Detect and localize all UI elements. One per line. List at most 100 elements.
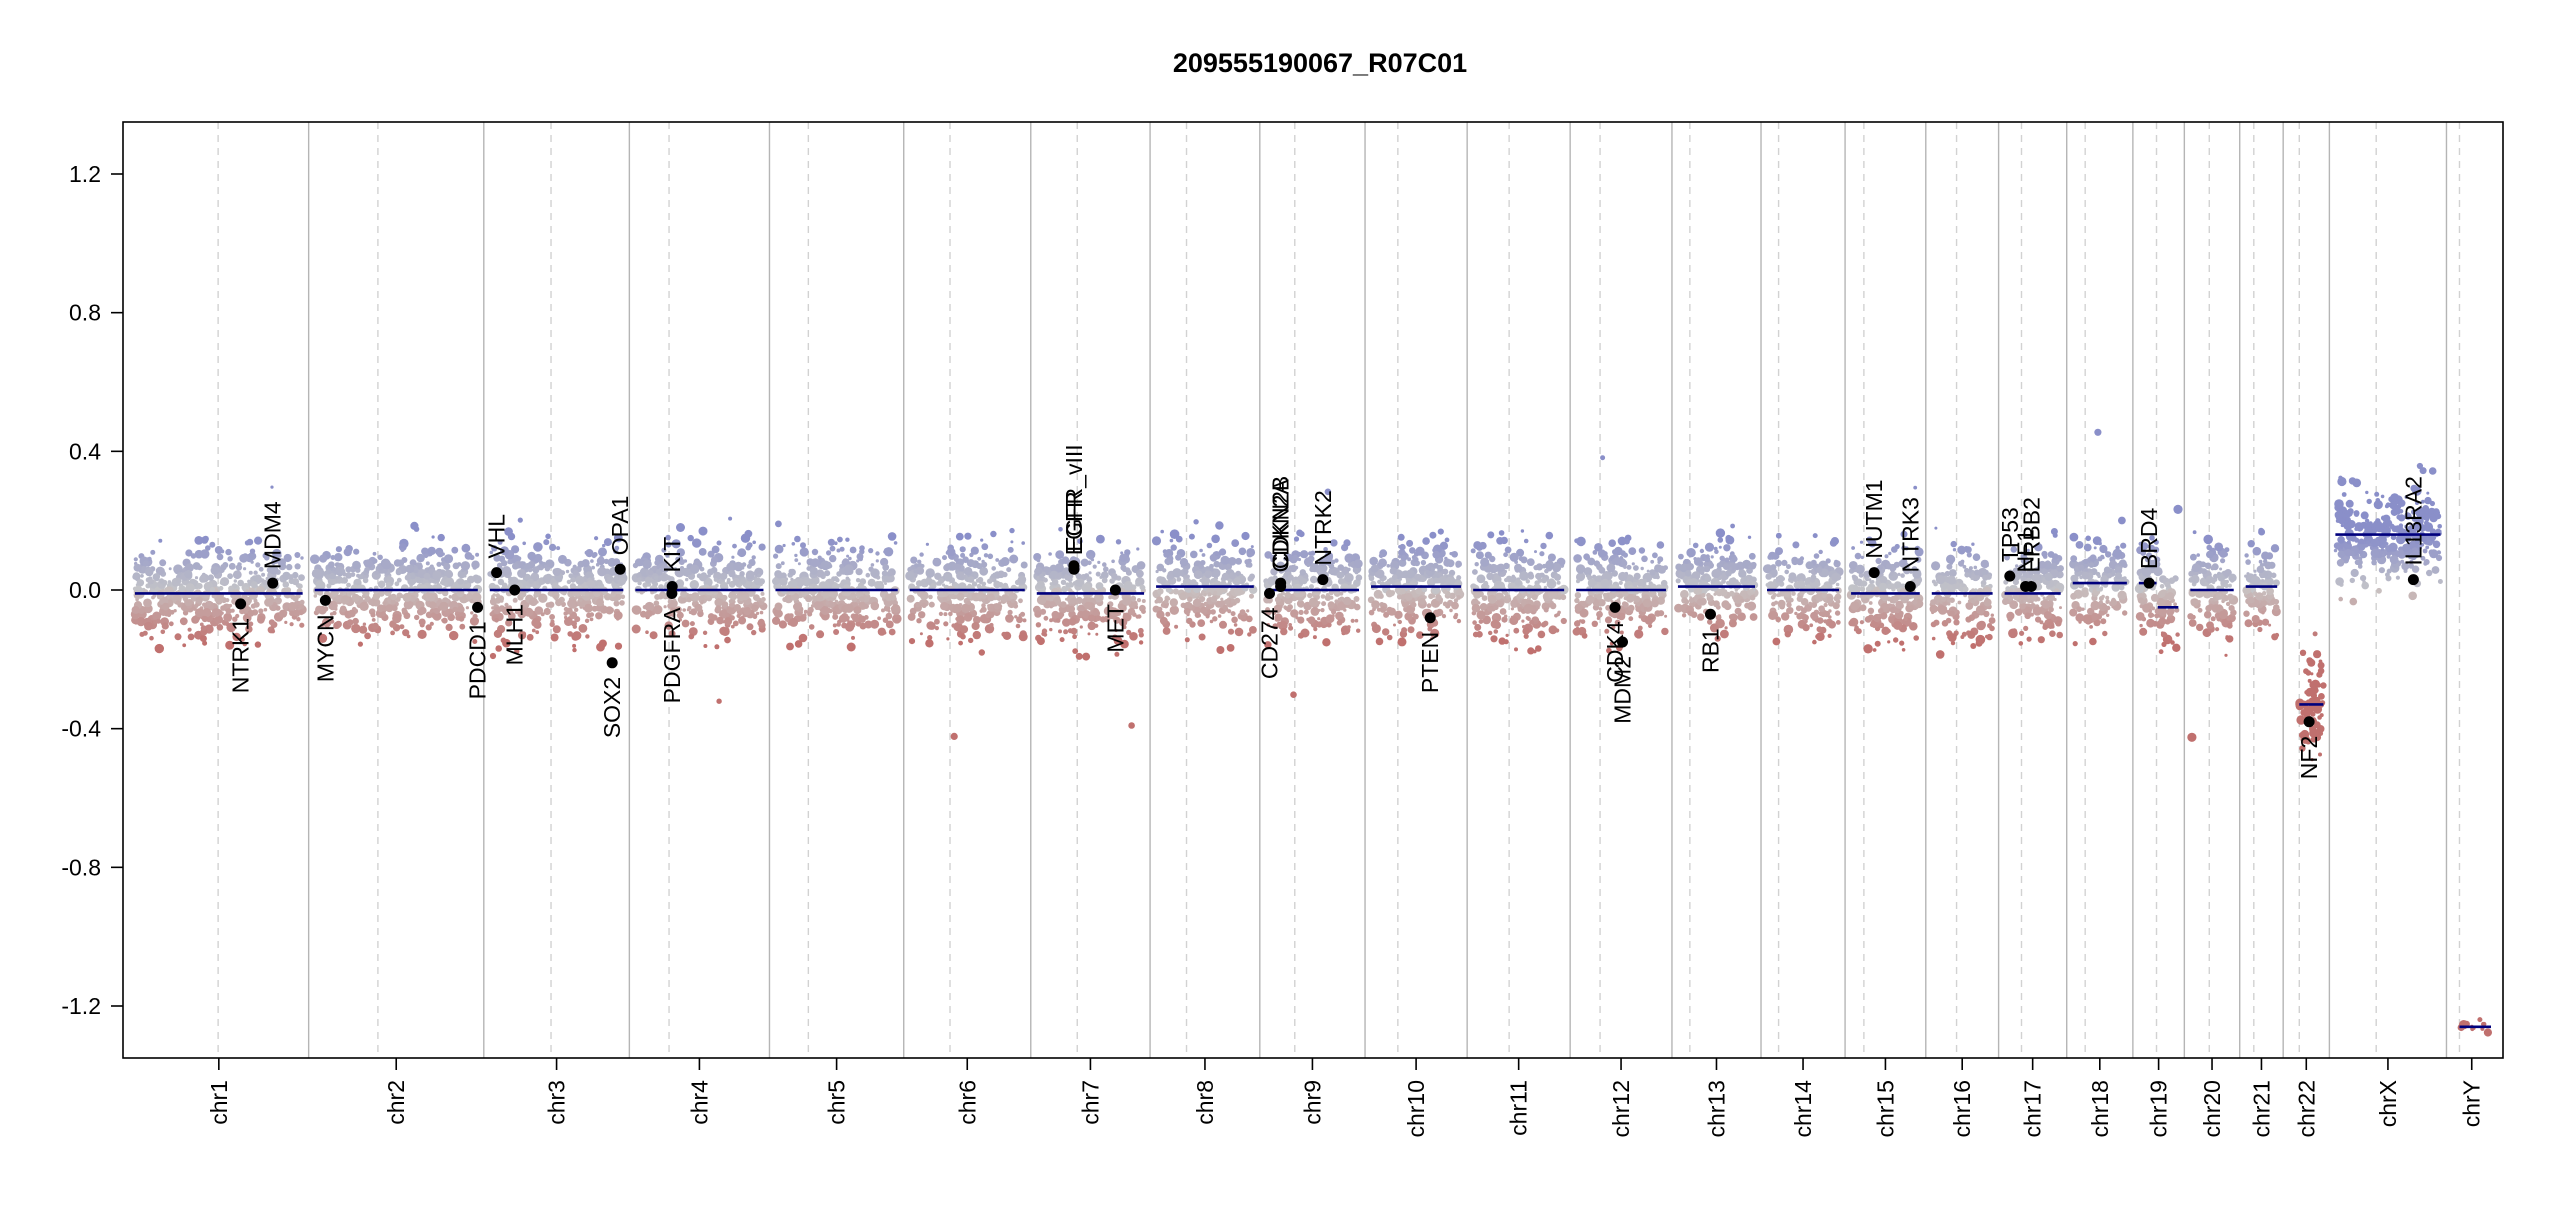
probe-point [1408, 626, 1415, 633]
probe-point [585, 619, 589, 623]
probe-point [530, 601, 534, 605]
probe-point [343, 592, 346, 595]
probe-point [747, 564, 752, 569]
probe-point [524, 563, 530, 569]
probe-point [1422, 537, 1430, 545]
probe-point [133, 572, 141, 580]
probe-point [1425, 564, 1431, 570]
probe-point [168, 580, 171, 583]
probe-point [372, 618, 376, 622]
probe-point [1231, 617, 1238, 624]
probe-point [352, 594, 360, 602]
probe-point [1638, 626, 1643, 631]
probe-point [1308, 616, 1316, 624]
probe-point [1773, 593, 1777, 597]
probe-point [1180, 558, 1188, 566]
probe-point [1734, 579, 1739, 584]
probe-point [1043, 633, 1047, 637]
probe-point [1183, 569, 1188, 574]
probe-point [1931, 561, 1940, 570]
probe-point [1831, 537, 1839, 545]
probe-point [747, 542, 753, 548]
probe-point [340, 606, 347, 613]
probe-point [1855, 565, 1864, 574]
probe-point [441, 619, 444, 622]
probe-point [1813, 599, 1817, 603]
probe-point [2008, 595, 2012, 599]
probe-point [573, 625, 577, 629]
probe-point [1938, 606, 1947, 615]
probe-point [871, 563, 875, 567]
chart-title: 209555190067_R07C01 [1173, 48, 1467, 78]
probe-point [475, 553, 479, 557]
probe-point [876, 559, 879, 562]
probe-point [1773, 638, 1781, 646]
probe-point [1958, 561, 1964, 567]
probe-point [1947, 576, 1956, 585]
probe-point [2046, 596, 2051, 601]
probe-point [662, 575, 666, 579]
probe-point [1313, 635, 1317, 639]
probe-point [1275, 597, 1281, 603]
probe-point [789, 569, 794, 574]
probe-point [607, 577, 612, 582]
probe-point [1599, 607, 1603, 611]
probe-point [429, 601, 436, 608]
probe-point [1827, 584, 1832, 589]
probe-point [1658, 610, 1664, 616]
probe-point [1545, 561, 1554, 570]
probe-point [402, 629, 409, 636]
probe-point [1001, 594, 1009, 602]
probe-point [424, 573, 431, 580]
probe-point [759, 544, 766, 551]
probe-point [572, 644, 576, 648]
probe-point [637, 577, 641, 581]
probe-point [439, 602, 448, 611]
probe-point [1887, 640, 1890, 643]
probe-point [1159, 577, 1165, 583]
probe-point [449, 631, 458, 640]
probe-point [593, 552, 598, 557]
probe-point [390, 594, 396, 600]
probe-point [1189, 534, 1195, 540]
probe-point [1094, 624, 1098, 628]
probe-point [463, 574, 466, 577]
probe-point [1483, 581, 1488, 586]
probe-point [1685, 570, 1692, 577]
probe-point [1913, 486, 1917, 490]
probe-point [1065, 598, 1068, 601]
probe-point [1576, 579, 1580, 583]
probe-point [839, 564, 844, 569]
probe-point [1172, 568, 1182, 578]
probe-point [645, 610, 652, 617]
probe-point [401, 548, 405, 552]
probe-point [1001, 632, 1006, 637]
probe-point [1080, 625, 1083, 628]
probe-point [962, 556, 969, 563]
probe-point [1402, 555, 1406, 559]
probe-point [967, 601, 971, 605]
probe-point [1387, 635, 1393, 641]
probe-point [233, 570, 242, 579]
probe-point [158, 539, 162, 543]
probe-point [1317, 617, 1320, 620]
probe-point [227, 604, 231, 608]
probe-point [1682, 613, 1686, 617]
probe-point [1592, 621, 1598, 627]
probe-point [1826, 558, 1831, 563]
probe-point [990, 531, 996, 537]
probe-point [2102, 631, 2107, 636]
probe-point [1388, 608, 1396, 616]
probe-point [1544, 586, 1547, 589]
probe-point [975, 561, 978, 564]
probe-point [1781, 612, 1789, 620]
probe-point [1902, 648, 1906, 652]
probe-point [1880, 576, 1888, 584]
probe-point [227, 573, 233, 579]
probe-point [877, 616, 881, 620]
probe-point [168, 603, 171, 606]
probe-point [2059, 606, 2062, 609]
probe-point [1648, 585, 1651, 588]
probe-point [1233, 573, 1236, 576]
probe-point [960, 625, 968, 633]
